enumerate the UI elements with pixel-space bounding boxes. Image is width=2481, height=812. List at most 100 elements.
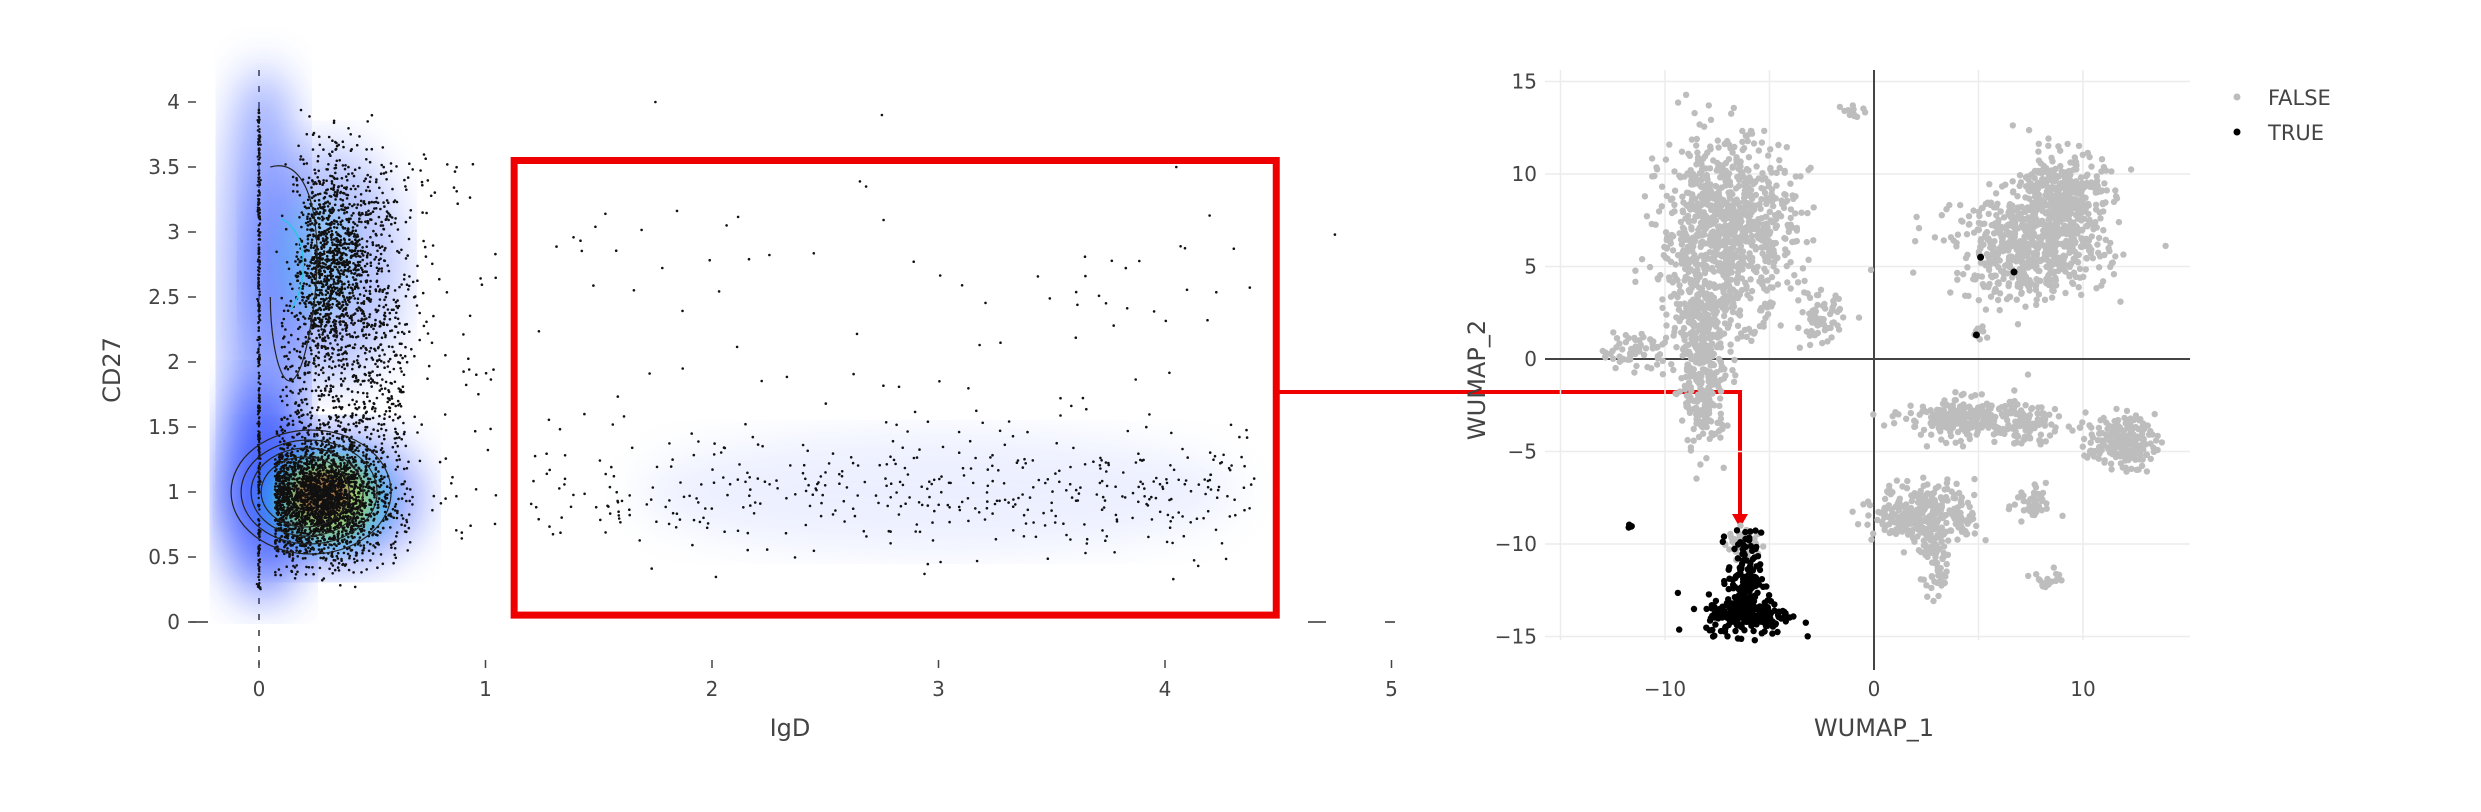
scatter-point [367, 549, 371, 553]
scatter-point [258, 202, 261, 205]
scatter-point [258, 447, 261, 450]
scatter-point [258, 209, 261, 212]
scatter-point [318, 291, 322, 295]
scatter-point [355, 206, 359, 210]
scatter-point [460, 531, 464, 534]
scatter-point [258, 353, 261, 356]
scatter-point [318, 143, 322, 147]
scatter-point [313, 484, 317, 488]
scatter-point [364, 448, 368, 451]
scatter-point [342, 242, 345, 246]
scatter-point [370, 527, 373, 531]
scatter-point [319, 494, 323, 497]
scatter-point [327, 393, 331, 397]
scatter-point [310, 222, 314, 225]
scatter-point [327, 507, 330, 511]
scatter-point [308, 284, 311, 288]
scatter-point [369, 300, 372, 303]
scatter-point [410, 347, 413, 351]
scatter-point [325, 179, 328, 182]
scatter-point [280, 418, 284, 422]
scatter-point [371, 243, 375, 247]
scatter-point [416, 431, 419, 434]
scatter-point [257, 464, 261, 467]
scatter-point [321, 283, 325, 286]
scatter-point [333, 226, 336, 229]
scatter-point [318, 230, 321, 234]
scatter-point [317, 418, 321, 422]
scatter-point [359, 199, 363, 203]
scatter-point [320, 247, 324, 250]
scatter-point [298, 260, 302, 264]
scatter-point [300, 211, 304, 214]
scatter-point [321, 530, 325, 534]
scatter-point [316, 311, 319, 315]
scatter-point [331, 494, 334, 497]
scatter-point [320, 394, 323, 398]
scatter-point [355, 308, 359, 311]
scatter-point [299, 312, 302, 315]
scatter-point [330, 466, 333, 470]
scatter-point [371, 241, 375, 244]
scatter-point [283, 335, 286, 339]
scatter-point [364, 289, 368, 293]
scatter-point [321, 463, 325, 467]
scatter-point [360, 329, 364, 333]
scatter-point [258, 437, 261, 440]
scatter-point [279, 573, 283, 577]
scatter-point [370, 113, 374, 117]
scatter-point [323, 345, 326, 348]
scatter-point [308, 217, 312, 220]
scatter-point [329, 342, 332, 345]
scatter-point [275, 250, 278, 254]
scatter-point [348, 333, 351, 336]
scatter-point [295, 549, 298, 552]
scatter-point [320, 346, 324, 350]
scatter-point [257, 111, 261, 115]
scatter-point [362, 529, 366, 532]
scatter-point [327, 454, 331, 457]
scatter-point [293, 315, 297, 318]
scatter-point [290, 494, 294, 498]
scatter-point [368, 457, 371, 461]
scatter-point [430, 341, 434, 345]
scatter-point [347, 423, 350, 426]
scatter-point [359, 489, 363, 493]
scatter-point [317, 135, 321, 138]
scatter-point [287, 267, 291, 271]
scatter-point [386, 365, 390, 368]
scatter-point [257, 567, 260, 571]
scatter-point [317, 317, 321, 321]
scatter-point [365, 189, 368, 192]
scatter-point [258, 222, 262, 225]
scatter-point [379, 531, 382, 534]
scatter-point [334, 147, 338, 151]
scatter-point [258, 263, 261, 266]
scatter-point [257, 518, 260, 521]
scatter-point [343, 208, 346, 212]
scatter-point [306, 371, 310, 375]
scatter-point [325, 282, 329, 286]
scatter-point [375, 450, 378, 454]
scatter-point [328, 415, 331, 418]
scatter-point [314, 172, 317, 175]
scatter-point [364, 226, 367, 229]
scatter-point [257, 176, 260, 179]
scatter-point [356, 297, 360, 301]
scatter-point [307, 212, 310, 216]
scatter-point [370, 487, 374, 491]
scatter-point [317, 544, 321, 547]
scatter-point [375, 234, 378, 237]
scatter-point [327, 230, 331, 234]
scatter-point [342, 273, 346, 276]
scatter-point [300, 421, 304, 425]
scatter-point [297, 376, 300, 380]
scatter-point [362, 517, 365, 521]
scatter-point [256, 229, 260, 233]
scatter-point [309, 423, 313, 426]
scatter-point [369, 235, 372, 239]
scatter-point [438, 460, 442, 464]
scatter-point [340, 359, 343, 362]
scatter-point [405, 520, 409, 524]
scatter-point [353, 287, 357, 291]
